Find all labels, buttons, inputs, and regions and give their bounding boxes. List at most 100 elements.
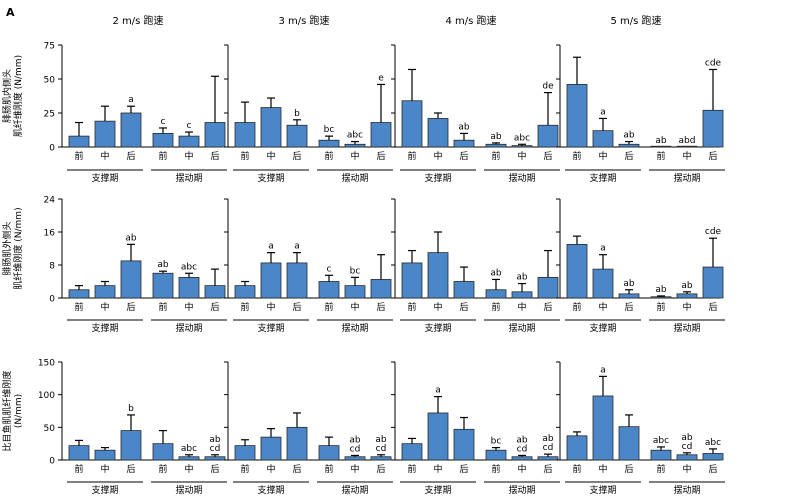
column-title: 4 m/s 跑速	[445, 14, 496, 27]
significance-letter: a	[294, 242, 300, 252]
significance-letter: ab	[490, 268, 502, 278]
group-label: 支撑期	[589, 172, 616, 184]
bar-label: 后	[376, 302, 385, 313]
group-label: 摆动期	[673, 172, 700, 184]
bar	[566, 435, 588, 461]
bar	[566, 243, 588, 299]
significance-letter: a	[600, 365, 606, 375]
group-label: 摆动期	[673, 322, 700, 334]
bar-label: 后	[543, 302, 552, 313]
y-tick-label: 25	[44, 110, 55, 120]
significance-letter: ab	[516, 273, 528, 283]
bar-label: 后	[210, 464, 219, 475]
column-title: 3 m/s 跑速	[278, 14, 329, 27]
bar	[318, 281, 340, 299]
bar-label: 前	[656, 301, 665, 313]
bar-label: 中	[266, 301, 275, 313]
significance-letter: ab	[375, 435, 387, 445]
y-tick-label: 75	[44, 42, 55, 52]
bar	[120, 260, 142, 299]
group-label: 支撑期	[257, 484, 284, 496]
group-label: 摆动期	[673, 484, 700, 496]
bar-label: 后	[624, 151, 633, 162]
y-tick-label: 8	[49, 262, 55, 272]
bar-label: 前	[158, 150, 167, 162]
bar-label: 前	[74, 150, 83, 162]
group-label: 支撑期	[589, 484, 616, 496]
bar-label: 中	[184, 301, 193, 313]
y-tick-label: 0	[49, 295, 55, 305]
bar-label: 后	[708, 464, 717, 475]
bar-label: 中	[100, 301, 109, 313]
y-tick-label: 0	[49, 144, 55, 154]
bar-label: 中	[100, 150, 109, 162]
bar	[511, 456, 533, 461]
group-label: 摆动期	[508, 484, 535, 496]
bar-label: 前	[491, 150, 500, 162]
bar-label: 中	[433, 150, 442, 162]
significance-letter: cd	[682, 442, 693, 452]
bar	[286, 124, 308, 148]
bar	[152, 132, 174, 148]
significance-letter: c	[187, 121, 192, 131]
significance-letter: abd	[679, 136, 696, 146]
significance-letter: bc	[491, 437, 502, 447]
column-title: 2 m/s 跑速	[112, 14, 163, 27]
bar	[152, 443, 174, 461]
y-tick-label: 24	[44, 196, 56, 206]
bar-label: 后	[543, 151, 552, 162]
panel-label: A	[6, 6, 15, 19]
bar	[234, 122, 256, 148]
bar	[453, 428, 475, 461]
bar	[537, 456, 559, 461]
bar-label: 后	[624, 302, 633, 313]
group-label: 支撑期	[91, 484, 118, 496]
bar	[234, 445, 256, 461]
bar	[260, 107, 282, 148]
group-label: 支撑期	[424, 484, 451, 496]
bar-label: 中	[433, 301, 442, 313]
bar-label: 中	[682, 301, 691, 313]
bar	[318, 445, 340, 461]
bar	[427, 118, 449, 148]
bar-label: 中	[350, 301, 359, 313]
bar-label: 前	[491, 301, 500, 313]
bar	[94, 449, 116, 461]
significance-letter: a	[600, 244, 606, 254]
bar	[344, 143, 366, 148]
group-label: 摆动期	[175, 172, 202, 184]
bar-label: 前	[407, 150, 416, 162]
group-label: 摆动期	[175, 322, 202, 334]
significance-letter: cd	[350, 444, 361, 454]
bar-label: 前	[240, 150, 249, 162]
significance-letter: cde	[705, 227, 722, 237]
significance-letter: a	[268, 242, 274, 252]
y-axis-label: 肌纤维刚度 (N/mm)	[12, 207, 24, 289]
significance-letter: ab	[516, 435, 528, 445]
bar	[650, 449, 672, 461]
bar-label: 中	[682, 150, 691, 162]
y-tick-label: 150	[38, 359, 55, 369]
y-axis-label: 腓肠肌外侧头	[1, 221, 13, 275]
significance-letter: cd	[376, 444, 387, 454]
significance-letter: e	[378, 73, 384, 83]
bar-label: 中	[598, 150, 607, 162]
bar-label: 中	[266, 463, 275, 475]
significance-letter: ab	[209, 435, 221, 445]
bar	[344, 456, 366, 461]
bar	[618, 426, 640, 461]
bar	[370, 456, 392, 461]
bar	[592, 268, 614, 299]
bar	[453, 139, 475, 148]
bar-label: 后	[376, 464, 385, 475]
bar	[120, 430, 142, 461]
significance-letter: abc	[347, 131, 363, 141]
significance-letter: cd	[517, 444, 528, 454]
bar	[702, 453, 724, 461]
bar	[234, 285, 256, 299]
bar	[511, 145, 533, 148]
bar	[260, 436, 282, 461]
y-tick-label: 16	[44, 229, 56, 239]
bar-label: 后	[126, 151, 135, 162]
bar-label: 中	[350, 150, 359, 162]
